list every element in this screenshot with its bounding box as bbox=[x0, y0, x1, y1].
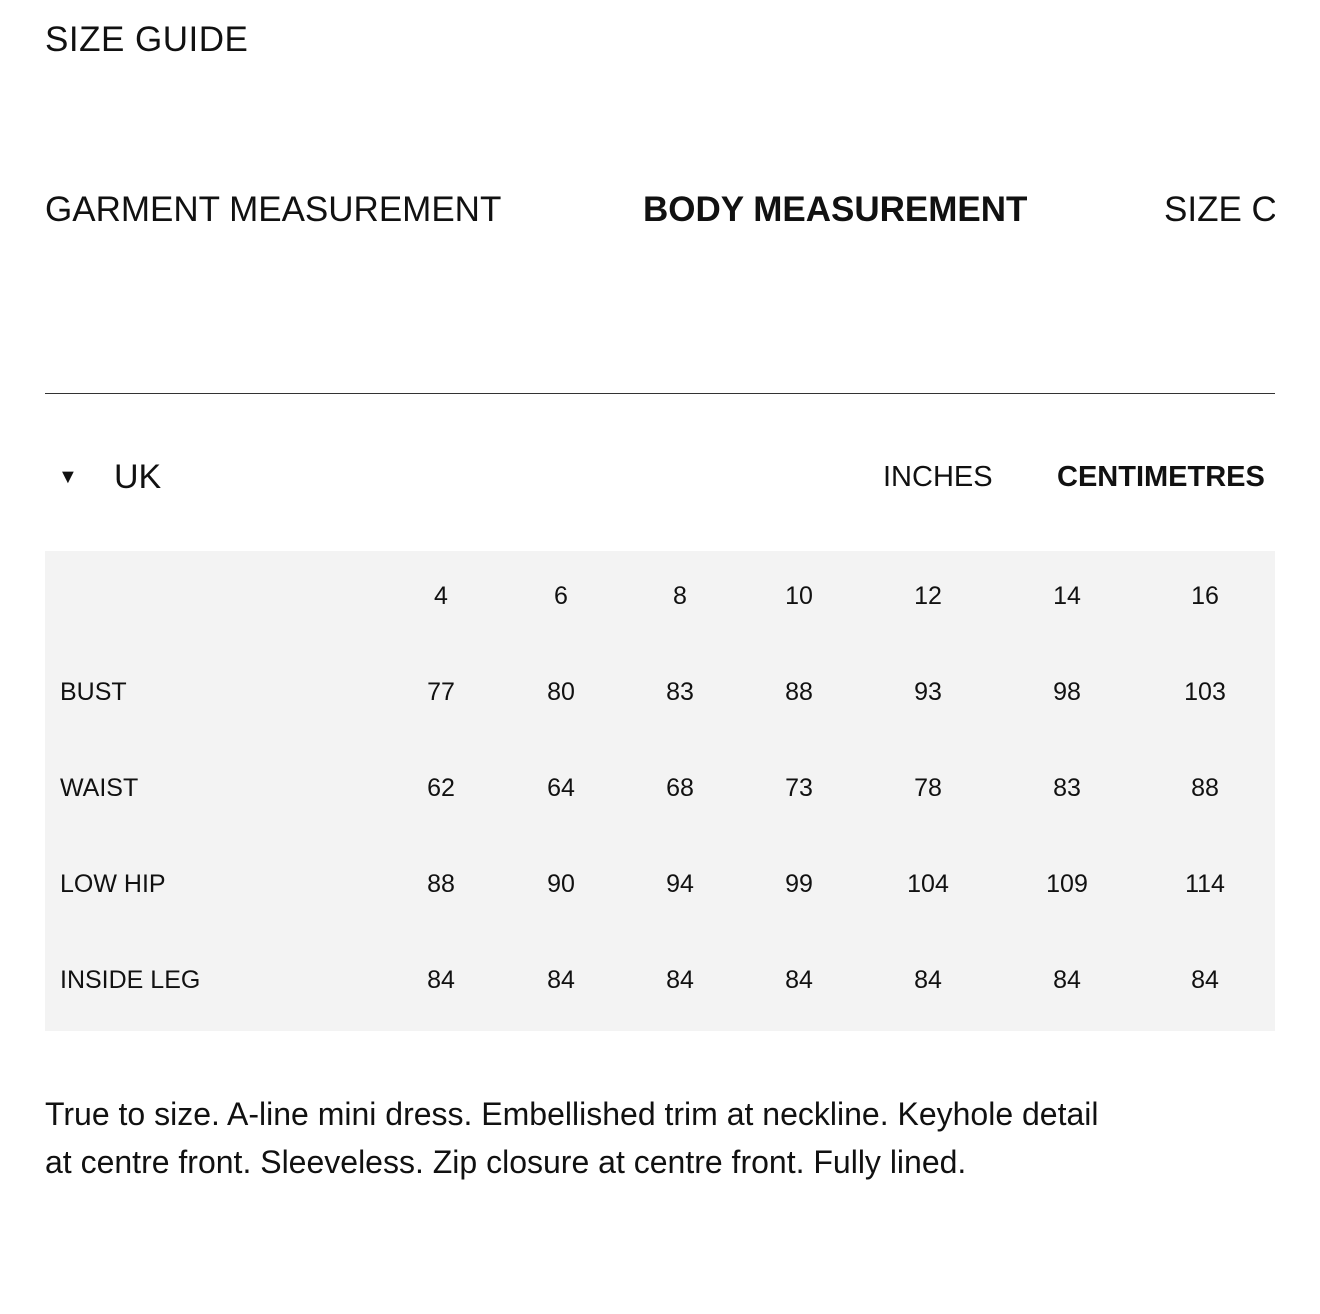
tab-garment-measurement[interactable]: GARMENT MEASUREMENT bbox=[45, 190, 502, 229]
table-cell: 83 bbox=[666, 678, 694, 706]
tab-size-chart[interactable]: SIZE CHART bbox=[1164, 190, 1275, 229]
table-cell: 64 bbox=[547, 774, 575, 802]
table-cell: 99 bbox=[785, 870, 813, 898]
table-cell: 88 bbox=[1191, 774, 1219, 802]
table-cell: 104 bbox=[907, 870, 949, 898]
table-cell: 84 bbox=[785, 966, 813, 994]
caret-down-icon: ▼ bbox=[58, 466, 78, 488]
table-cell: 77 bbox=[427, 678, 455, 706]
table-cell: 94 bbox=[666, 870, 694, 898]
table-cell: 84 bbox=[666, 966, 694, 994]
table-header-row: 4 6 8 10 12 14 16 bbox=[45, 582, 1275, 622]
row-label: BUST bbox=[60, 678, 127, 706]
table-cell: 8 bbox=[673, 582, 687, 610]
table-cell: 84 bbox=[914, 966, 942, 994]
table-cell: 62 bbox=[427, 774, 455, 802]
table-cell: 10 bbox=[785, 582, 813, 610]
unit-inches-toggle[interactable]: INCHES bbox=[883, 461, 993, 493]
table-cell: 88 bbox=[785, 678, 813, 706]
table-cell: 14 bbox=[1053, 582, 1081, 610]
row-label: INSIDE LEG bbox=[60, 966, 201, 994]
table-cell: 88 bbox=[427, 870, 455, 898]
region-dropdown[interactable]: ▼ UK bbox=[58, 458, 161, 497]
divider bbox=[45, 393, 1275, 394]
table-cell: 84 bbox=[1191, 966, 1219, 994]
table-row: WAIST 62 64 68 73 78 83 88 bbox=[45, 774, 1275, 814]
tab-body-measurement[interactable]: BODY MEASUREMENT bbox=[643, 190, 1028, 229]
table-cell: 12 bbox=[914, 582, 942, 610]
table-cell: 78 bbox=[914, 774, 942, 802]
measurement-tabs: GARMENT MEASUREMENT BODY MEASUREMENT SIZ… bbox=[45, 190, 1275, 234]
table-cell: 84 bbox=[1053, 966, 1081, 994]
table-cell: 83 bbox=[1053, 774, 1081, 802]
table-cell: 109 bbox=[1046, 870, 1088, 898]
table-row: LOW HIP 88 90 94 99 104 109 114 bbox=[45, 870, 1275, 910]
table-cell: 68 bbox=[666, 774, 694, 802]
unit-centimetres-toggle[interactable]: CENTIMETRES bbox=[1057, 461, 1265, 493]
page-title: SIZE GUIDE bbox=[45, 20, 249, 59]
table-cell: 84 bbox=[427, 966, 455, 994]
product-description: True to size. A-line mini dress. Embelli… bbox=[45, 1096, 1099, 1180]
table-cell: 73 bbox=[785, 774, 813, 802]
size-table: 4 6 8 10 12 14 16 BUST 77 80 83 88 93 98 103 WAIST 62 64 6… bbox=[45, 551, 1275, 1031]
region-label: UK bbox=[114, 458, 162, 496]
table-cell: 16 bbox=[1191, 582, 1219, 610]
table-cell: 98 bbox=[1053, 678, 1081, 706]
table-cell: 80 bbox=[547, 678, 575, 706]
table-cell: 84 bbox=[547, 966, 575, 994]
table-row: BUST 77 80 83 88 93 98 103 bbox=[45, 678, 1275, 718]
table-cell: 90 bbox=[547, 870, 575, 898]
row-label: WAIST bbox=[60, 774, 139, 802]
table-cell: 4 bbox=[434, 582, 448, 610]
table-cell: 6 bbox=[554, 582, 568, 610]
table-cell: 114 bbox=[1185, 870, 1225, 898]
table-cell: 103 bbox=[1184, 678, 1226, 706]
row-label: LOW HIP bbox=[60, 870, 166, 898]
table-cell: 93 bbox=[914, 678, 942, 706]
table-row: INSIDE LEG 84 84 84 84 84 84 84 bbox=[45, 966, 1275, 1006]
